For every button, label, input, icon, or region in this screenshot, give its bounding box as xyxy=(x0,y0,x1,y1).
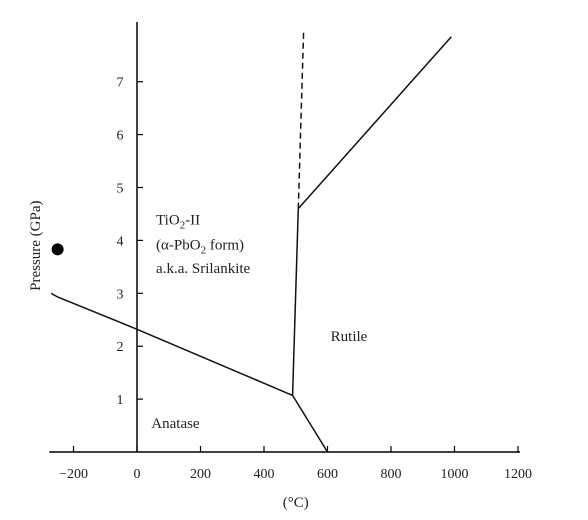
region-label-rutile: Rutile xyxy=(331,329,368,345)
phase-boundary-3 xyxy=(291,208,300,396)
x-tick-label: 1200 xyxy=(504,467,532,482)
x-tick-label: 1000 xyxy=(441,467,469,482)
phase-boundary-5 xyxy=(297,28,305,209)
x-tick-label: 0 xyxy=(134,467,141,482)
y-ticks: 1 2 3 4 5 6 7 xyxy=(117,76,143,408)
phase-boundaries xyxy=(50,28,452,453)
region-label-anatase: Anatase xyxy=(151,416,200,432)
x-tick-label: 200 xyxy=(190,467,211,482)
y-axis: 1 2 3 4 5 6 7 xyxy=(117,22,143,452)
y-tick-label: 2 xyxy=(117,340,124,355)
x-ticks: −200 0 200 400 600 800 1000 1200 xyxy=(59,446,532,482)
data-point-marker xyxy=(51,243,64,256)
region-label-tio2-ii: TiO2-II xyxy=(156,213,200,232)
y-tick-label: 6 xyxy=(117,129,124,144)
phase-boundary-2 xyxy=(291,395,329,453)
y-tick-label: 3 xyxy=(117,287,124,302)
x-axis: −200 0 200 400 600 800 1000 1200 xyxy=(49,446,532,482)
x-tick-label: 800 xyxy=(381,467,402,482)
phase-boundary-1 xyxy=(50,292,293,397)
y-tick-label: 1 xyxy=(117,393,124,408)
y-tick-label: 7 xyxy=(117,76,124,91)
region-label-srilankite: a.k.a. Srilankite xyxy=(156,261,250,277)
phase-boundary-4 xyxy=(297,36,452,210)
y-axis-label: Pressure (GPa) xyxy=(28,200,44,290)
x-tick-label: 600 xyxy=(317,467,338,482)
x-axis-label: (°C) xyxy=(283,495,309,511)
region-label-alpha-pbo2: (α-PbO2 form) xyxy=(156,237,244,256)
x-tick-label: −200 xyxy=(59,467,88,482)
y-tick-label: 4 xyxy=(117,234,124,249)
x-tick-label: 400 xyxy=(254,467,275,482)
y-tick-label: 5 xyxy=(117,182,124,197)
